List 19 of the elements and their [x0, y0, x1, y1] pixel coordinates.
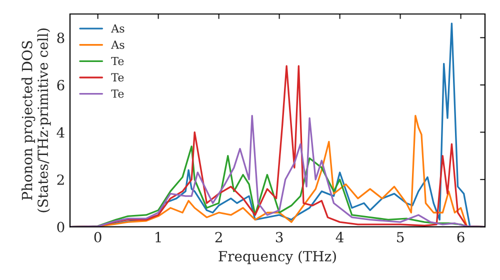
- x-tick-label: 5: [397, 232, 404, 242]
- legend-label: Te: [111, 56, 124, 66]
- y-tick-label: 8: [57, 32, 64, 44]
- legend-label: As: [111, 40, 124, 49]
- x-tick-label: 3: [276, 232, 283, 242]
- y-tick-label: 2: [57, 174, 64, 185]
- x-tick-label: 4: [336, 232, 344, 242]
- x-tick-label: 1: [156, 232, 161, 242]
- x-tick-label: 0: [94, 232, 102, 242]
- y-tick-label: 0: [57, 222, 64, 232]
- y-tick-label: 6: [57, 80, 64, 90]
- legend-label: As: [111, 24, 124, 33]
- legend-label: Te: [111, 73, 124, 82]
- legend-label: Te: [111, 90, 124, 98]
- x-axis-title: Frequency (THz): [218, 250, 336, 264]
- y-tick-label: 4: [56, 127, 64, 138]
- x-tick-label: 2: [215, 232, 222, 242]
- x-tick-label: 6: [457, 232, 464, 242]
- y-axis-title: Phonon projected DOS (States/THz·primitive cell): [22, 28, 51, 212]
